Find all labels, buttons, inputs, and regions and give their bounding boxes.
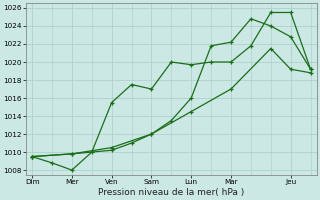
X-axis label: Pression niveau de la mer( hPa ): Pression niveau de la mer( hPa ) <box>98 188 244 197</box>
